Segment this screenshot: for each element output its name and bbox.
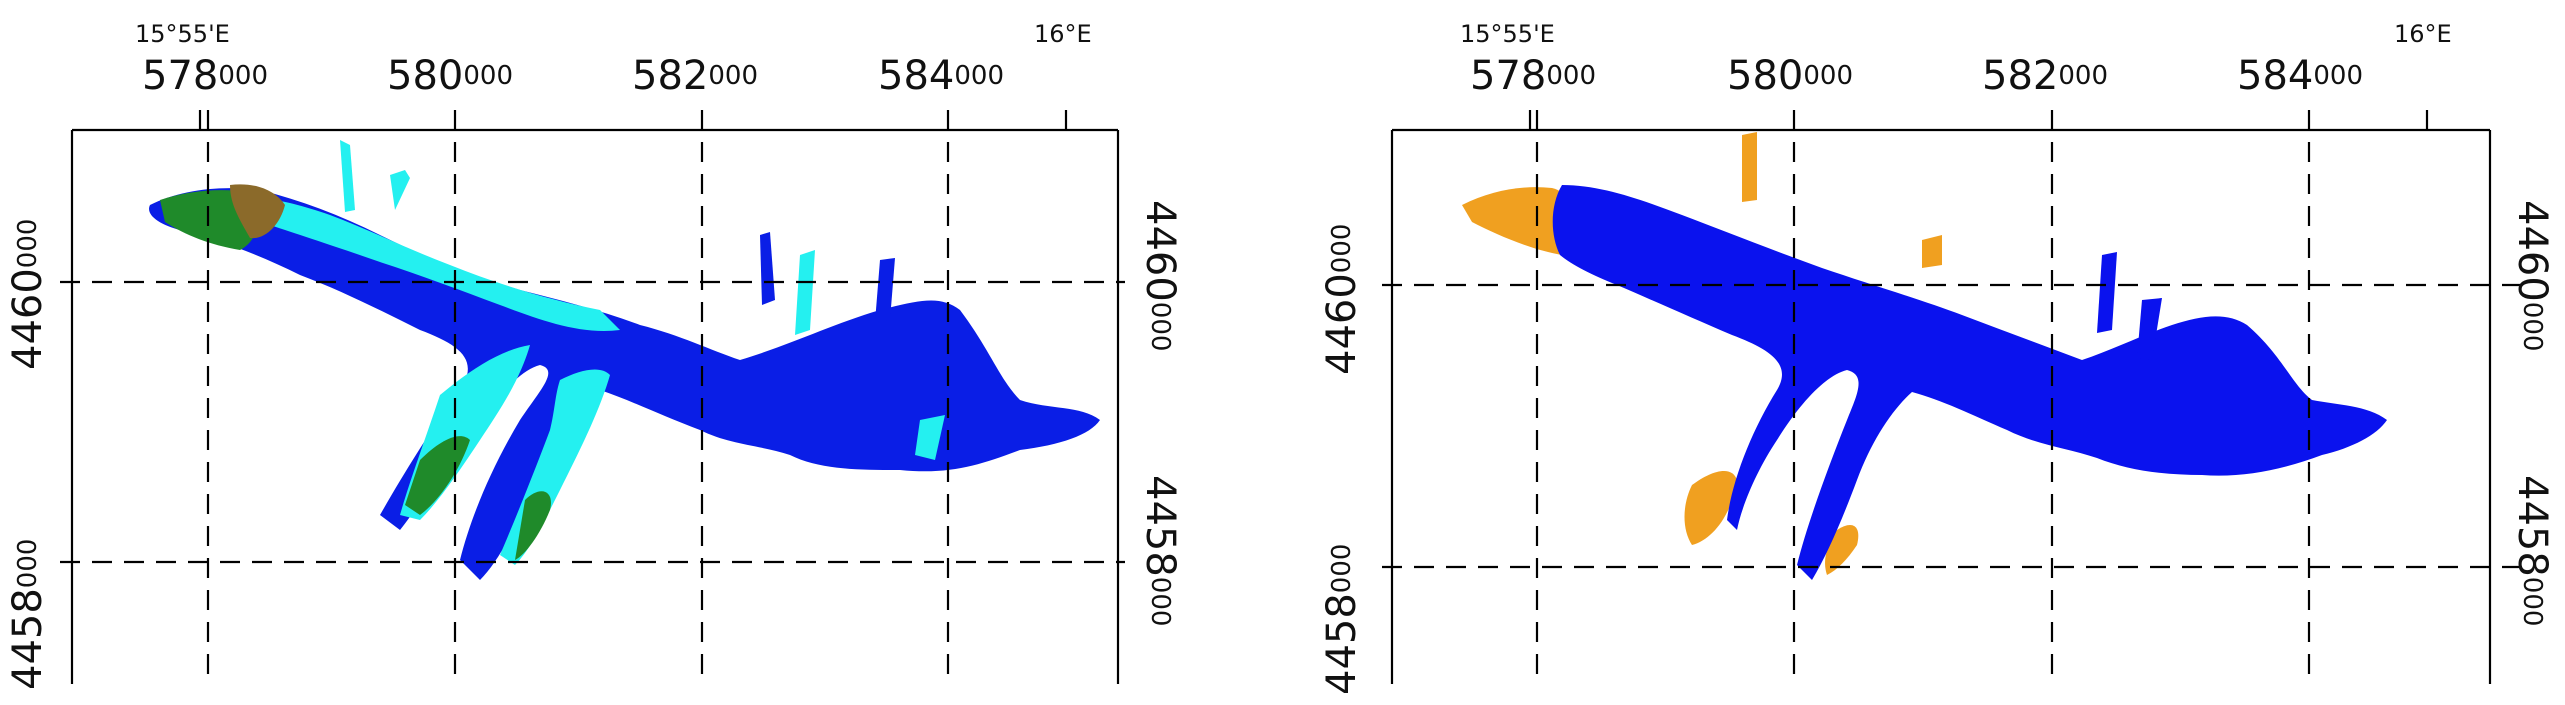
tributary-east-2 [795, 250, 815, 335]
easting-label-582000: 582000 [1982, 53, 2108, 99]
tributary-east-3 [875, 258, 895, 322]
northing-label-right-4458000: 4458000 [1137, 475, 1183, 627]
geo-label-west: 15°55'E [135, 20, 230, 48]
water-tributary-east [2097, 252, 2117, 333]
vegetation-arm [405, 436, 470, 515]
graticule-ticks-right [1528, 110, 2429, 130]
geo-label-east: 16°E [1034, 20, 1092, 48]
northing-label-left-4460000: 4460000 [1319, 223, 1365, 375]
grid-lines-left [60, 110, 1125, 684]
map-panel-left: 15°55'E 16°E 578000 580000 582000 584000… [0, 0, 1282, 705]
easting-label-584000: 584000 [878, 53, 1004, 99]
easting-label-582000: 582000 [632, 53, 758, 99]
lake-classification-left [149, 140, 1100, 580]
land-west-tip [1462, 187, 1572, 255]
easting-label-578000: 578000 [1470, 53, 1596, 99]
tributary-north [340, 140, 355, 212]
northing-label-left-4458000: 4458000 [5, 538, 51, 690]
easting-label-580000: 580000 [387, 53, 513, 99]
geo-label-west: 15°55'E [1460, 20, 1555, 48]
northing-label-left-4460000: 4460000 [5, 218, 51, 370]
northing-label-right-4460000: 4460000 [1137, 200, 1183, 352]
northing-label-right-4460000: 4460000 [2509, 200, 2555, 352]
map-panel-right: 15°55'E 16°E 578000 580000 582000 584000… [1282, 0, 2565, 705]
graticule-ticks-left [198, 110, 1068, 130]
vegetation-arm-2 [515, 491, 551, 560]
map-frame-left [70, 128, 1120, 684]
map-frame-right [1390, 128, 2492, 684]
northing-label-right-4458000: 4458000 [2509, 475, 2555, 627]
northing-label-left-4458000: 4458000 [1319, 543, 1365, 695]
shallow-water-region [235, 198, 620, 331]
deep-water-region [149, 188, 1100, 580]
lake-mask-right [1462, 132, 2387, 580]
geo-label-east: 16°E [2394, 20, 2452, 48]
tributary-east [760, 232, 775, 305]
map-canvas-left [60, 110, 1125, 684]
easting-label-584000: 584000 [2237, 53, 2363, 99]
land-tributary [1742, 132, 1757, 202]
bare-soil-region [230, 184, 285, 239]
easting-label-580000: 580000 [1727, 53, 1853, 99]
land-arm-1 [1684, 470, 1737, 545]
map-canvas-right [1382, 110, 2522, 684]
land-patch [1922, 235, 1942, 268]
water-region [1552, 185, 2387, 580]
easting-label-578000: 578000 [142, 53, 268, 99]
shallow-water-east [915, 415, 945, 460]
tributary-north-2 [390, 170, 410, 210]
water-tributary-east-2 [2137, 298, 2162, 360]
